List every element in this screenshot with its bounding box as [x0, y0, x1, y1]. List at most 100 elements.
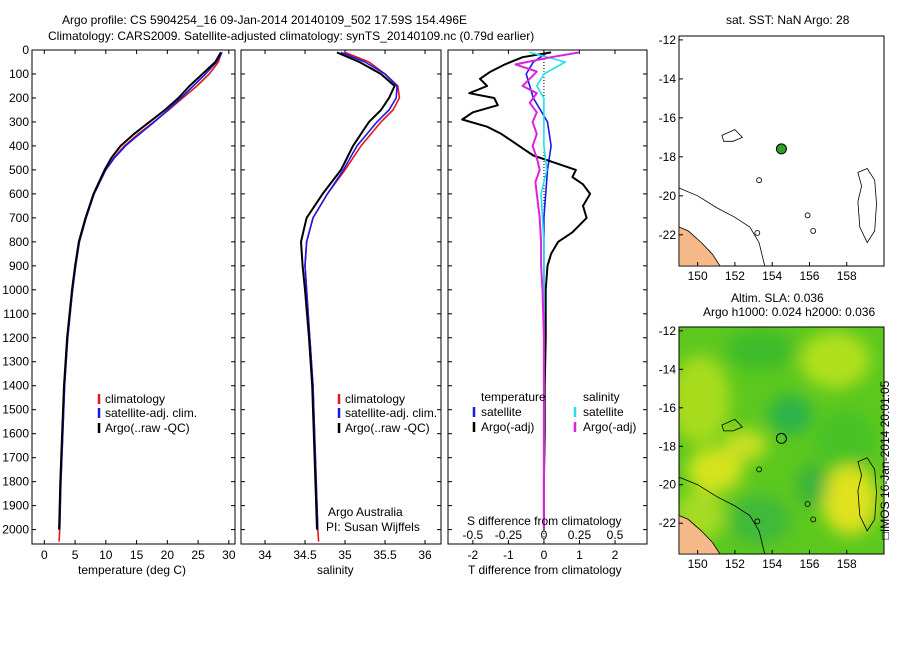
sla-lat-tick-label: -20	[659, 478, 677, 492]
sst-lat-tick-label: -16	[659, 111, 677, 125]
sst-reef-contour	[678, 187, 766, 267]
diff-legend-t-argo: Argo(-adj)	[481, 420, 535, 434]
depth-tick-label: 1200	[2, 331, 29, 345]
credit-line-2: PI: Susan Wijffels	[326, 520, 420, 534]
sst-lon-tick-label: 156	[799, 269, 819, 283]
sla-reef-islet	[756, 466, 762, 473]
temp-x-tick-label: 20	[161, 548, 175, 562]
depth-tick-label: 1500	[2, 403, 29, 417]
depth-tick-label: 400	[9, 139, 29, 153]
sla-argo-float-marker	[775, 432, 787, 444]
sst-reef-islet	[804, 212, 811, 219]
depth-tick-label: 1800	[2, 475, 29, 489]
depth-tick-label: 1600	[2, 427, 29, 441]
depth-tick-label: 800	[9, 235, 29, 249]
diff-series-temperature-satellite	[525, 51, 552, 530]
s-diff-tick-label: 0.5	[607, 528, 624, 542]
credit-line-1: Argo Australia	[328, 505, 403, 519]
sla-lat-tick-label: -12	[659, 324, 677, 338]
s-diff-tick-label: -0.25	[495, 528, 523, 542]
sst-lat-tick-label: -14	[659, 72, 677, 86]
temp-x-tick-label: 25	[191, 548, 205, 562]
diff-legend-s-satellite: satellite	[583, 405, 624, 419]
diff-legend-t-satellite: satellite	[481, 405, 522, 419]
sla-lon-tick-label: 152	[725, 557, 745, 571]
temp-series-satellite-adj-clim-	[58, 51, 223, 530]
depth-tick-label: 1300	[2, 355, 29, 369]
sst-lat-tick-label: -22	[659, 228, 677, 242]
depth-tick-label: 500	[9, 163, 29, 177]
diff-x-tick-label: 0	[541, 548, 548, 562]
sla-lat-tick-label: -14	[659, 362, 677, 376]
sla-reef-islet	[754, 518, 761, 525]
sal-legend-climatology: climatology	[345, 392, 406, 406]
temp-series-climatology	[58, 52, 223, 542]
sst-lon-tick-label: 158	[837, 269, 857, 283]
temp-x-tick-label: 30	[222, 548, 236, 562]
depth-tick-label: 100	[9, 67, 29, 81]
sst-map-frame	[678, 35, 885, 267]
depth-tick-label: 1400	[2, 379, 29, 393]
diff-x-tick-label: 1	[576, 548, 583, 562]
sst-reef-islet	[756, 177, 762, 184]
sal-series-argo-raw-qc-	[300, 51, 396, 530]
depth-tick-label: 300	[9, 115, 29, 129]
sla-lat-tick-label: -22	[659, 516, 677, 530]
sst-reef-plateau	[721, 129, 744, 142]
sla-lat-tick-label: -16	[659, 401, 677, 415]
imos-timestamp: □IMOS 16-Jan-2014 20:01:05	[878, 380, 892, 540]
sst-reef-islet	[810, 227, 817, 234]
title-line-2: Climatology: CARS2009. Satellite-adjuste…	[48, 29, 535, 43]
temp-legend-satellite: satellite-adj. clim.	[105, 406, 198, 420]
salinity-axis-label: salinity	[317, 563, 354, 577]
sal-series-climatology	[304, 51, 401, 542]
figure-canvas: 0100200300400500600700800900100011001200…	[2, 33, 885, 571]
sal-x-tick-label: 34.5	[293, 548, 317, 562]
diff-x-tick-label: 2	[612, 548, 619, 562]
sst-land-australia	[678, 226, 721, 267]
depth-tick-label: 600	[9, 187, 29, 201]
sst-map-geography: 150 152 154 156 158 -12 -14 -16 -18 -20 -22	[659, 33, 877, 283]
diff-x-tick-label: -1	[503, 548, 514, 562]
temperature-axis-label: temperature (deg C)	[78, 563, 187, 577]
sla-reef-contour	[678, 476, 766, 555]
imos-timestamp-text: IMOS 16-Jan-2014 20:01:05	[878, 380, 892, 533]
depth-tick-label: 1700	[2, 451, 29, 465]
temp-x-tick-label: 5	[72, 548, 79, 562]
temp-legend-argo: Argo(..raw -QC)	[105, 421, 190, 435]
sla-lon-tick-label: 154	[762, 557, 782, 571]
sst-lat-tick-label: -20	[659, 189, 677, 203]
sla-map-frame	[678, 326, 885, 555]
sla-land-australia	[678, 514, 721, 555]
salinity-plot-frame	[240, 49, 442, 545]
sla-lon-tick-label: 150	[688, 557, 708, 571]
depth-tick-label: 1100	[3, 307, 29, 321]
title-line-1: Argo profile: CS 5904254_16 09-Jan-2014 …	[62, 13, 467, 27]
depth-tick-label: 2000	[2, 523, 29, 537]
sst-lat-tick-label: -12	[659, 33, 677, 47]
temp-series-argo-raw-qc-	[58, 51, 222, 530]
sst-lon-tick-label: 154	[762, 269, 782, 283]
sst-lon-tick-label: 152	[725, 269, 745, 283]
t-difference-axis-label: T difference from climatology	[468, 563, 622, 577]
temp-x-tick-label: 10	[99, 548, 113, 562]
difference-plot-frame	[447, 49, 648, 545]
s-diff-tick-label: 0.25	[568, 528, 592, 542]
sla-reef-islet	[804, 501, 811, 507]
depth-tick-label: 0	[22, 43, 29, 57]
sal-series-satellite-adj-clim-	[304, 51, 398, 530]
sla-map-geography: 150 152 154 156 158 -12 -14 -16 -18 -20 -22	[659, 324, 877, 571]
sal-legend-satellite: satellite-adj. clim.	[345, 406, 438, 420]
sla-map-title-1: Altim. SLA: 0.036	[731, 291, 824, 305]
diff-legend-salinity: salinity	[583, 390, 620, 404]
diff-x-tick-label: -2	[468, 548, 479, 562]
s-diff-tick-label: -0.5	[463, 528, 484, 542]
sal-legend-argo: Argo(..raw -QC)	[345, 421, 430, 435]
diff-series-salinity-argo-adj-	[514, 51, 580, 530]
temp-x-tick-label: 15	[130, 548, 144, 562]
sal-x-tick-label: 35	[338, 548, 352, 562]
temp-legend-climatology: climatology	[105, 392, 166, 406]
sla-reef-islet	[810, 516, 817, 523]
s-difference-label: S difference from climatology	[467, 514, 622, 528]
sst-map-title: sat. SST: NaN Argo: 28	[726, 13, 850, 27]
